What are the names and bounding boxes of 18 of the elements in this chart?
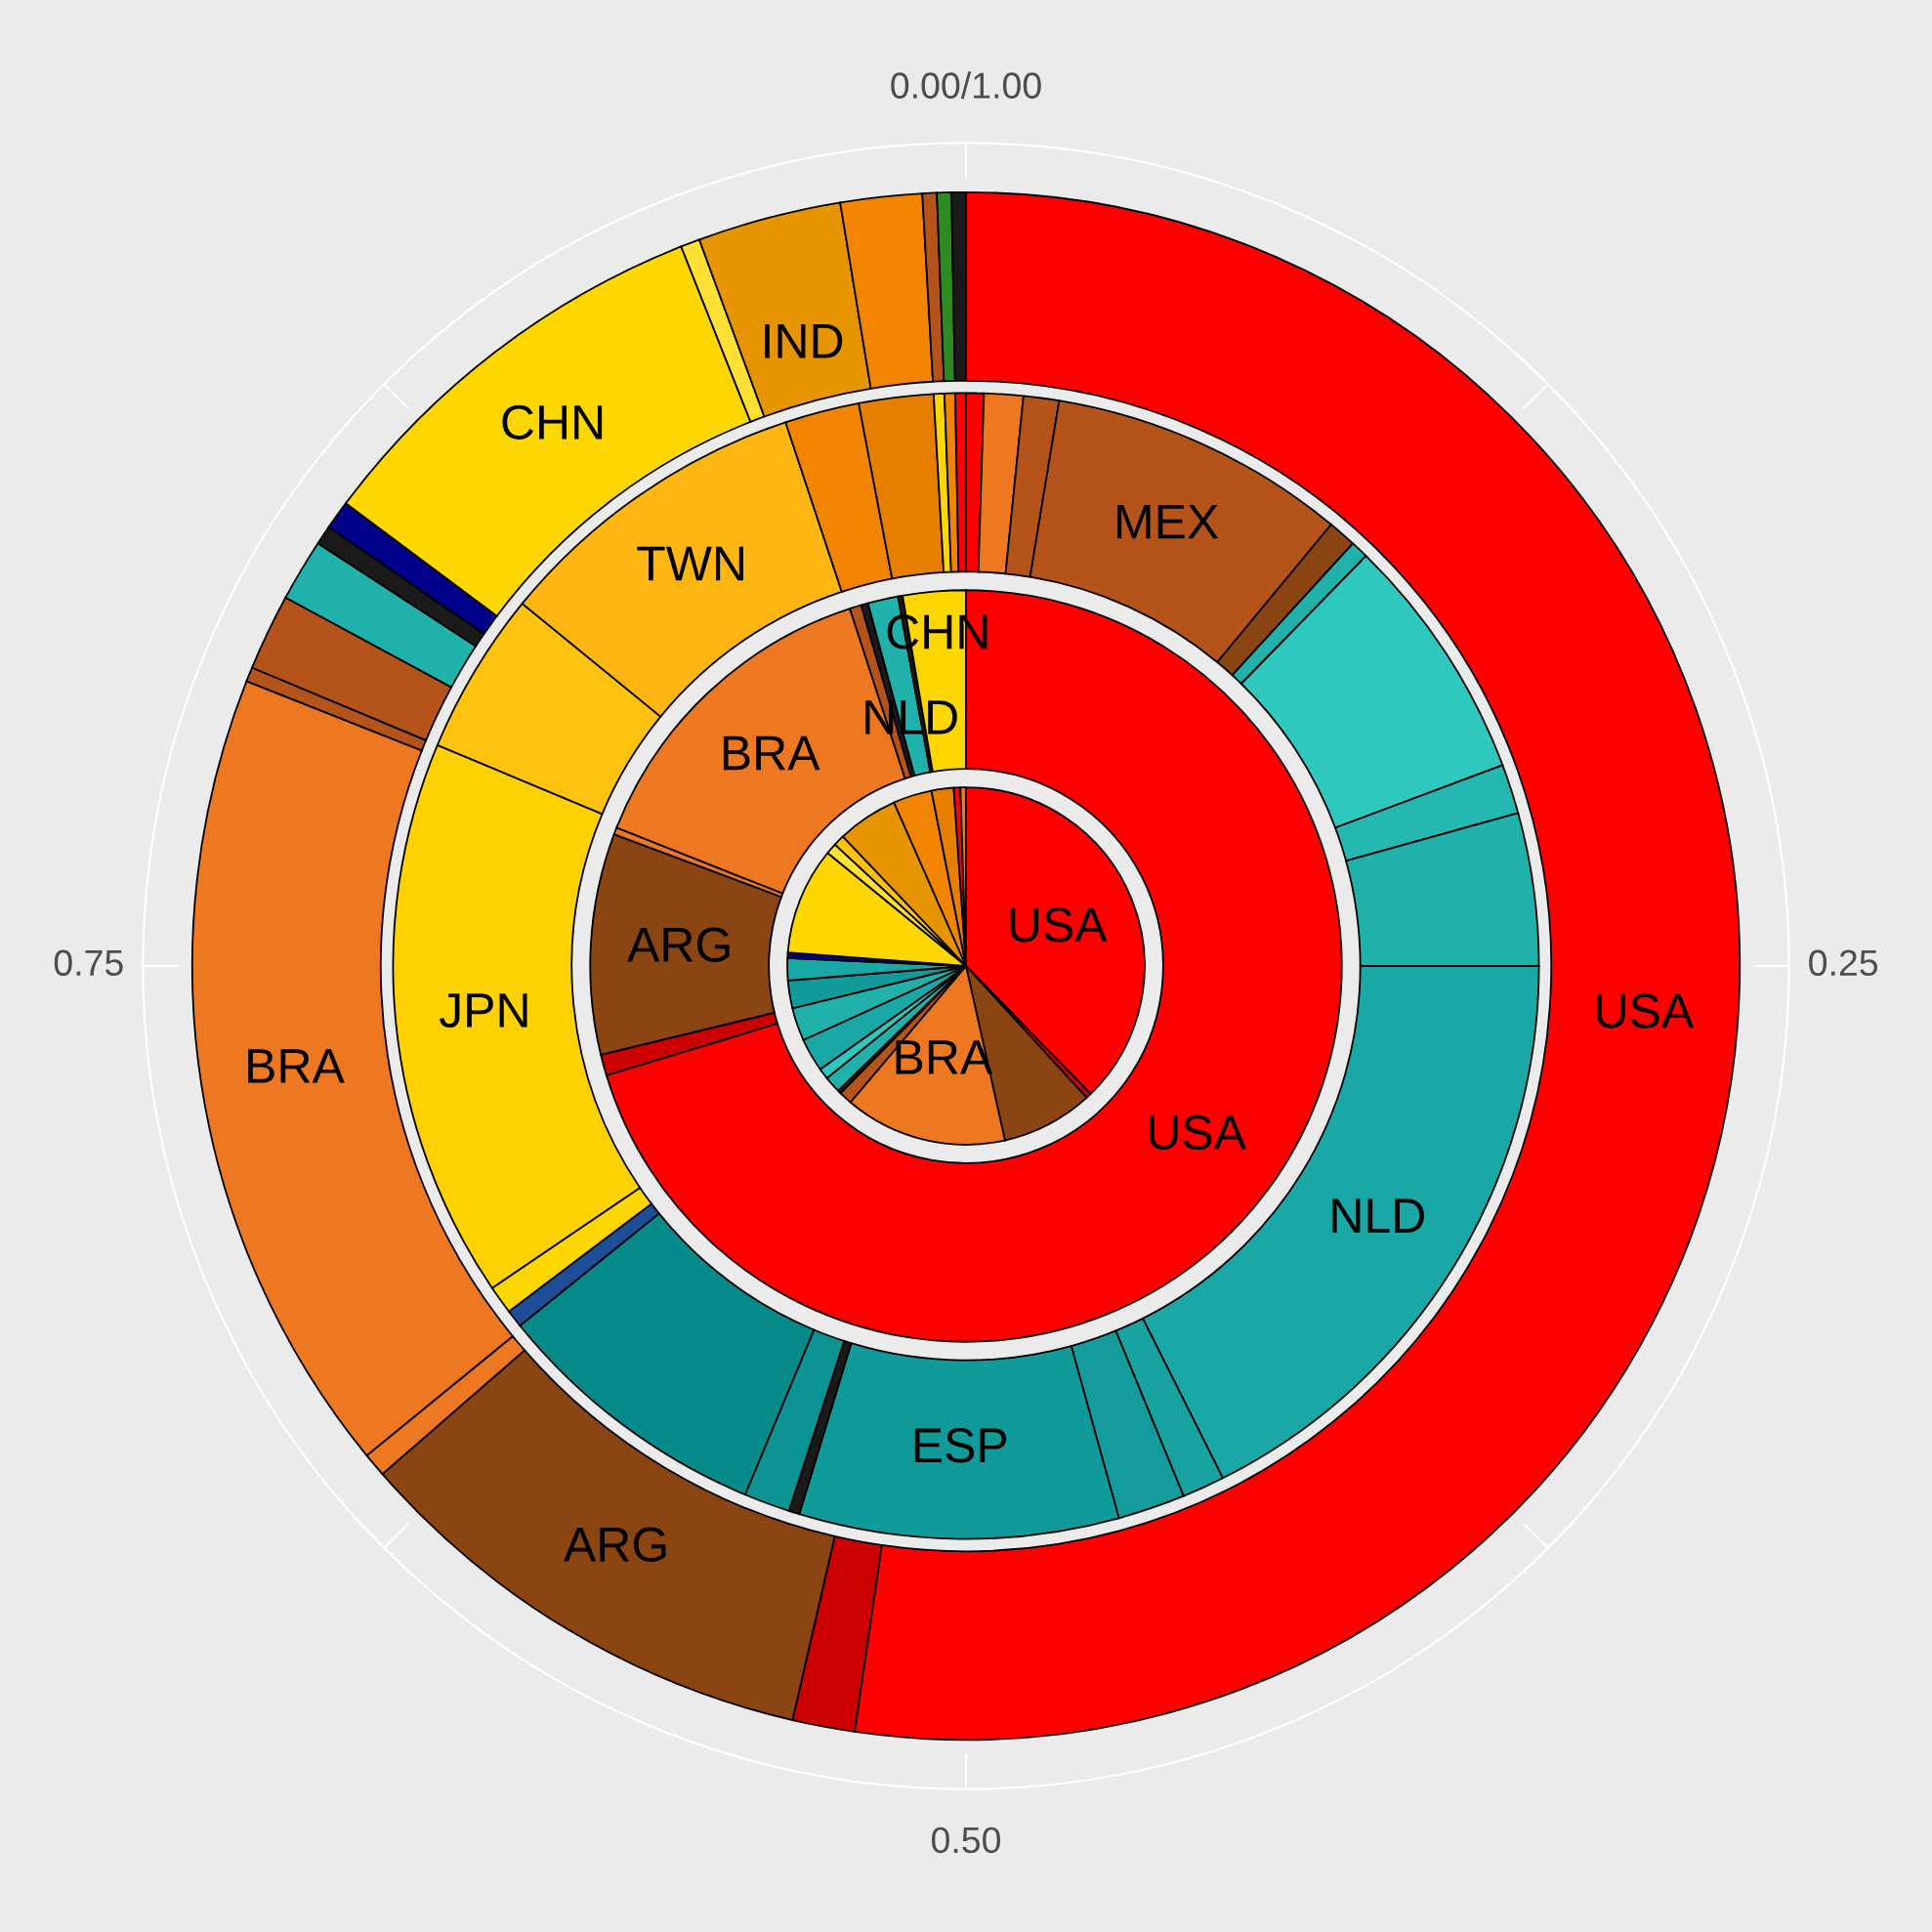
data-label: IND — [765, 324, 843, 358]
data-label: BRA — [723, 735, 820, 771]
data-label: MEX — [1117, 504, 1219, 539]
data-label: CHN — [502, 404, 603, 441]
data-label: ESP — [914, 1428, 1007, 1463]
data-label: JPN — [439, 993, 527, 1029]
data-label: TWN — [637, 546, 743, 581]
data-label: ARG — [627, 927, 730, 962]
data-label: USA — [1010, 907, 1108, 943]
text: 0.25 — [1809, 949, 1878, 977]
text: 0.75 — [54, 949, 123, 977]
text: 0.00/1.00 — [891, 71, 1041, 99]
data-label: NLD — [1332, 1198, 1424, 1233]
data-label: USA — [1597, 993, 1695, 1029]
text: 0.50 — [931, 1827, 1001, 1854]
data-label: BRA — [248, 1049, 345, 1083]
data-label: ARG — [564, 1527, 666, 1563]
data-label: USA — [1150, 1114, 1246, 1151]
